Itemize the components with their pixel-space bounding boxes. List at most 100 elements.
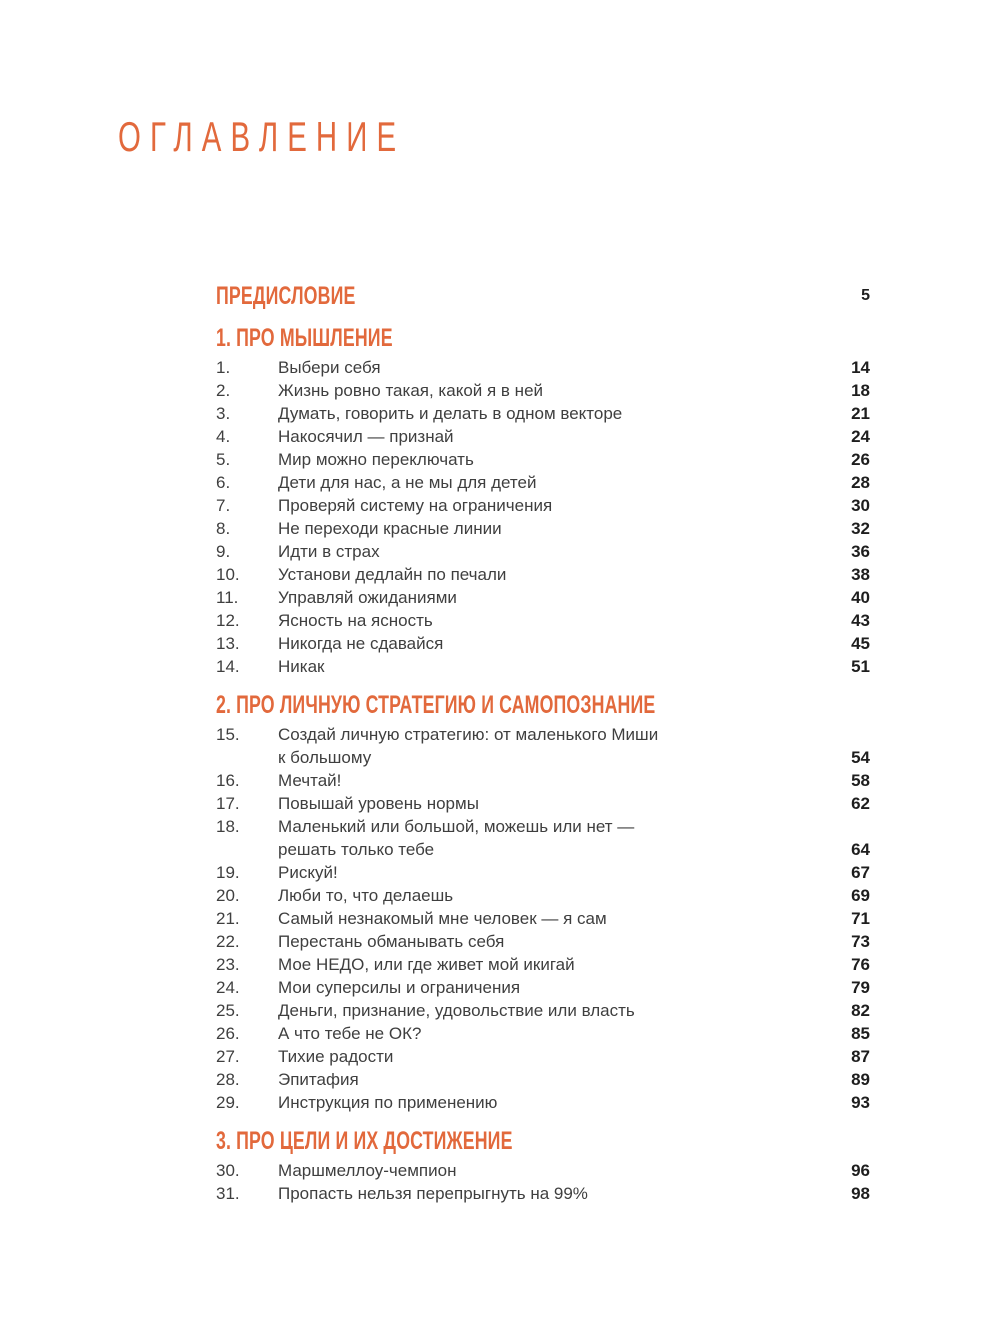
entry-title: Не переходи красные линии [278, 519, 502, 538]
entry-number: 16. [216, 771, 240, 790]
entry-number: 27. [216, 1047, 240, 1066]
entry-page-number: 73 [851, 932, 870, 951]
entry-number: 11. [216, 588, 239, 607]
section-items: 1. Выбери себя 14 2. Жизнь ровно такая, … [216, 356, 870, 678]
entry-title: Мечтай! [278, 771, 342, 790]
toc-entry: 28. Эпитафия 89 [216, 1068, 870, 1091]
entry-title: Создай личную стратегию: от маленького М… [278, 725, 659, 767]
entry-title: Жизнь ровно такая, какой я в ней [278, 381, 544, 400]
table-of-contents: ПРЕДИСЛОВИЕ 5 1. ПРО МЫШЛЕНИЕ 1. Выбери … [216, 281, 870, 1205]
entry-number: 5. [216, 450, 231, 469]
toc-entry: 13. Никогда не сдавайся 45 [216, 632, 870, 655]
page-title: ОГЛАВЛЕНИЕ [118, 116, 528, 158]
entry-page-number: 24 [851, 427, 870, 446]
entry-page-number: 71 [851, 909, 870, 928]
toc-entry: 14. Никак 51 [216, 655, 870, 678]
entry-number: 18. [216, 817, 240, 836]
section-items: 30. Маршмеллоу-чемпион 96 31. Пропасть н… [216, 1159, 870, 1205]
entry-page-number: 62 [851, 794, 870, 813]
entry-title: Выбери себя [278, 358, 381, 377]
section-heading-row: 3. ПРО ЦЕЛИ И ИХ ДОСТИЖЕНИЕ [216, 1126, 870, 1156]
entry-title: Эпитафия [278, 1070, 359, 1089]
entry-number: 22. [216, 932, 240, 951]
toc-entry: 23. Мое НЕДО, или где живет мой икигай 7… [216, 953, 870, 976]
entry-number: 10. [216, 565, 240, 584]
entry-number: 4. [216, 427, 231, 446]
toc-entry: 17. Повышай уровень нормы 62 [216, 792, 870, 815]
toc-entry: 5. Мир можно переключать 26 [216, 448, 870, 471]
entry-title: Пропасть нельзя перепрыгнуть на 99% [278, 1184, 588, 1203]
entry-title: Инструкция по применению [278, 1093, 498, 1112]
toc-entry: 25. Деньги, признание, удовольствие или … [216, 999, 870, 1022]
entry-page-number: 98 [851, 1184, 870, 1203]
entry-number: 14. [216, 657, 240, 676]
entry-page-number: 43 [851, 611, 870, 630]
toc-sections: 1. ПРО МЫШЛЕНИЕ 1. Выбери себя 14 2. Жиз… [216, 323, 870, 1205]
entry-page-number: 87 [851, 1047, 870, 1066]
toc-entry: 1. Выбери себя 14 [216, 356, 870, 379]
entry-page-number: 36 [851, 542, 870, 561]
entry-title: Мои суперсилы и ограничения [278, 978, 521, 997]
toc-entry: 8. Не переходи красные линии 32 [216, 517, 870, 540]
entry-title: Управляй ожиданиями [278, 588, 457, 607]
entry-title: Мир можно переключать [278, 450, 474, 469]
entry-title: Перестань обманывать себя [278, 932, 505, 951]
entry-page-number: 89 [851, 1070, 870, 1089]
entry-title: Люби то, что делаешь [278, 886, 454, 905]
entry-title: А что тебе не ОК? [278, 1024, 422, 1043]
entry-page-number: 32 [851, 519, 870, 538]
section-heading: 1. ПРО МЫШЛЕНИЕ [216, 323, 870, 353]
toc-entry: 27. Тихие радости 87 [216, 1045, 870, 1068]
toc-section: 2. ПРО ЛИЧНУЮ СТРАТЕГИЮ И САМОПОЗНАНИЕ 1… [216, 690, 870, 1114]
entry-page-number: 54 [851, 748, 870, 767]
entry-page-number: 21 [851, 404, 870, 423]
entry-page-number: 58 [851, 771, 870, 790]
toc-entry: 2. Жизнь ровно такая, какой я в ней 18 [216, 379, 870, 402]
entry-number: 28. [216, 1070, 240, 1089]
entry-title: Ясность на ясность [278, 611, 433, 630]
section-heading-text: 1. ПРО МЫШЛЕНИЕ [216, 324, 393, 352]
entry-title: Накосячил — признай [278, 427, 454, 446]
entry-page-number: 30 [851, 496, 870, 515]
entry-number: 20. [216, 886, 240, 905]
section-heading-row: 1. ПРО МЫШЛЕНИЕ [216, 323, 870, 353]
entry-page-number: 26 [851, 450, 870, 469]
toc-entry: 24. Мои суперсилы и ограничения 79 [216, 976, 870, 999]
entry-number: 25. [216, 1001, 240, 1020]
toc-entry: 12. Ясность на ясность 43 [216, 609, 870, 632]
entry-number: 3. [216, 404, 231, 423]
entry-number: 29. [216, 1093, 240, 1112]
entry-page-number: 79 [851, 978, 870, 997]
toc-entry: 6. Дети для нас, а не мы для детей 28 [216, 471, 870, 494]
entry-number: 12. [216, 611, 240, 630]
entry-title: Рискуй! [278, 863, 338, 882]
section-heading: 3. ПРО ЦЕЛИ И ИХ ДОСТИЖЕНИЕ [216, 1126, 870, 1156]
toc-entry: 29. Инструкция по применению 93 [216, 1091, 870, 1114]
entry-title: Деньги, признание, удовольствие или влас… [278, 1001, 635, 1020]
section-heading-row: 2. ПРО ЛИЧНУЮ СТРАТЕГИЮ И САМОПОЗНАНИЕ [216, 690, 870, 720]
entry-page-number: 93 [851, 1093, 870, 1112]
entry-number: 2. [216, 381, 231, 400]
toc-entry: 19. Рискуй! 67 [216, 861, 870, 884]
entry-page-number: 18 [851, 381, 870, 400]
entry-number: 15. [216, 725, 240, 744]
entry-title: Маршмеллоу-чемпион [278, 1161, 457, 1180]
entry-page-number: 85 [851, 1024, 870, 1043]
entry-page-number: 28 [851, 473, 870, 492]
section-items: 15. Создай личную стратегию: от маленько… [216, 723, 870, 1114]
toc-entry: 22. Перестань обманывать себя 73 [216, 930, 870, 953]
entry-title: Никак [278, 657, 325, 676]
toc-entry: 20. Люби то, что делаешь 69 [216, 884, 870, 907]
toc-section: 3. ПРО ЦЕЛИ И ИХ ДОСТИЖЕНИЕ 30. Маршмелл… [216, 1126, 870, 1205]
toc-entry: 11. Управляй ожиданиями 40 [216, 586, 870, 609]
toc-entry: 30. Маршмеллоу-чемпион 96 [216, 1159, 870, 1182]
entry-number: 17. [216, 794, 240, 813]
entry-title: Маленький или большой, можешь или нет — … [278, 817, 635, 859]
entry-page-number: 82 [851, 1001, 870, 1020]
entry-number: 19. [216, 863, 240, 882]
entry-title: Мое НЕДО, или где живет мой икигай [278, 955, 575, 974]
toc-entry: 16. Мечтай! 58 [216, 769, 870, 792]
entry-title: Проверяй систему на ограничения [278, 496, 553, 515]
toc-entry: 31. Пропасть нельзя перепрыгнуть на 99% … [216, 1182, 870, 1205]
